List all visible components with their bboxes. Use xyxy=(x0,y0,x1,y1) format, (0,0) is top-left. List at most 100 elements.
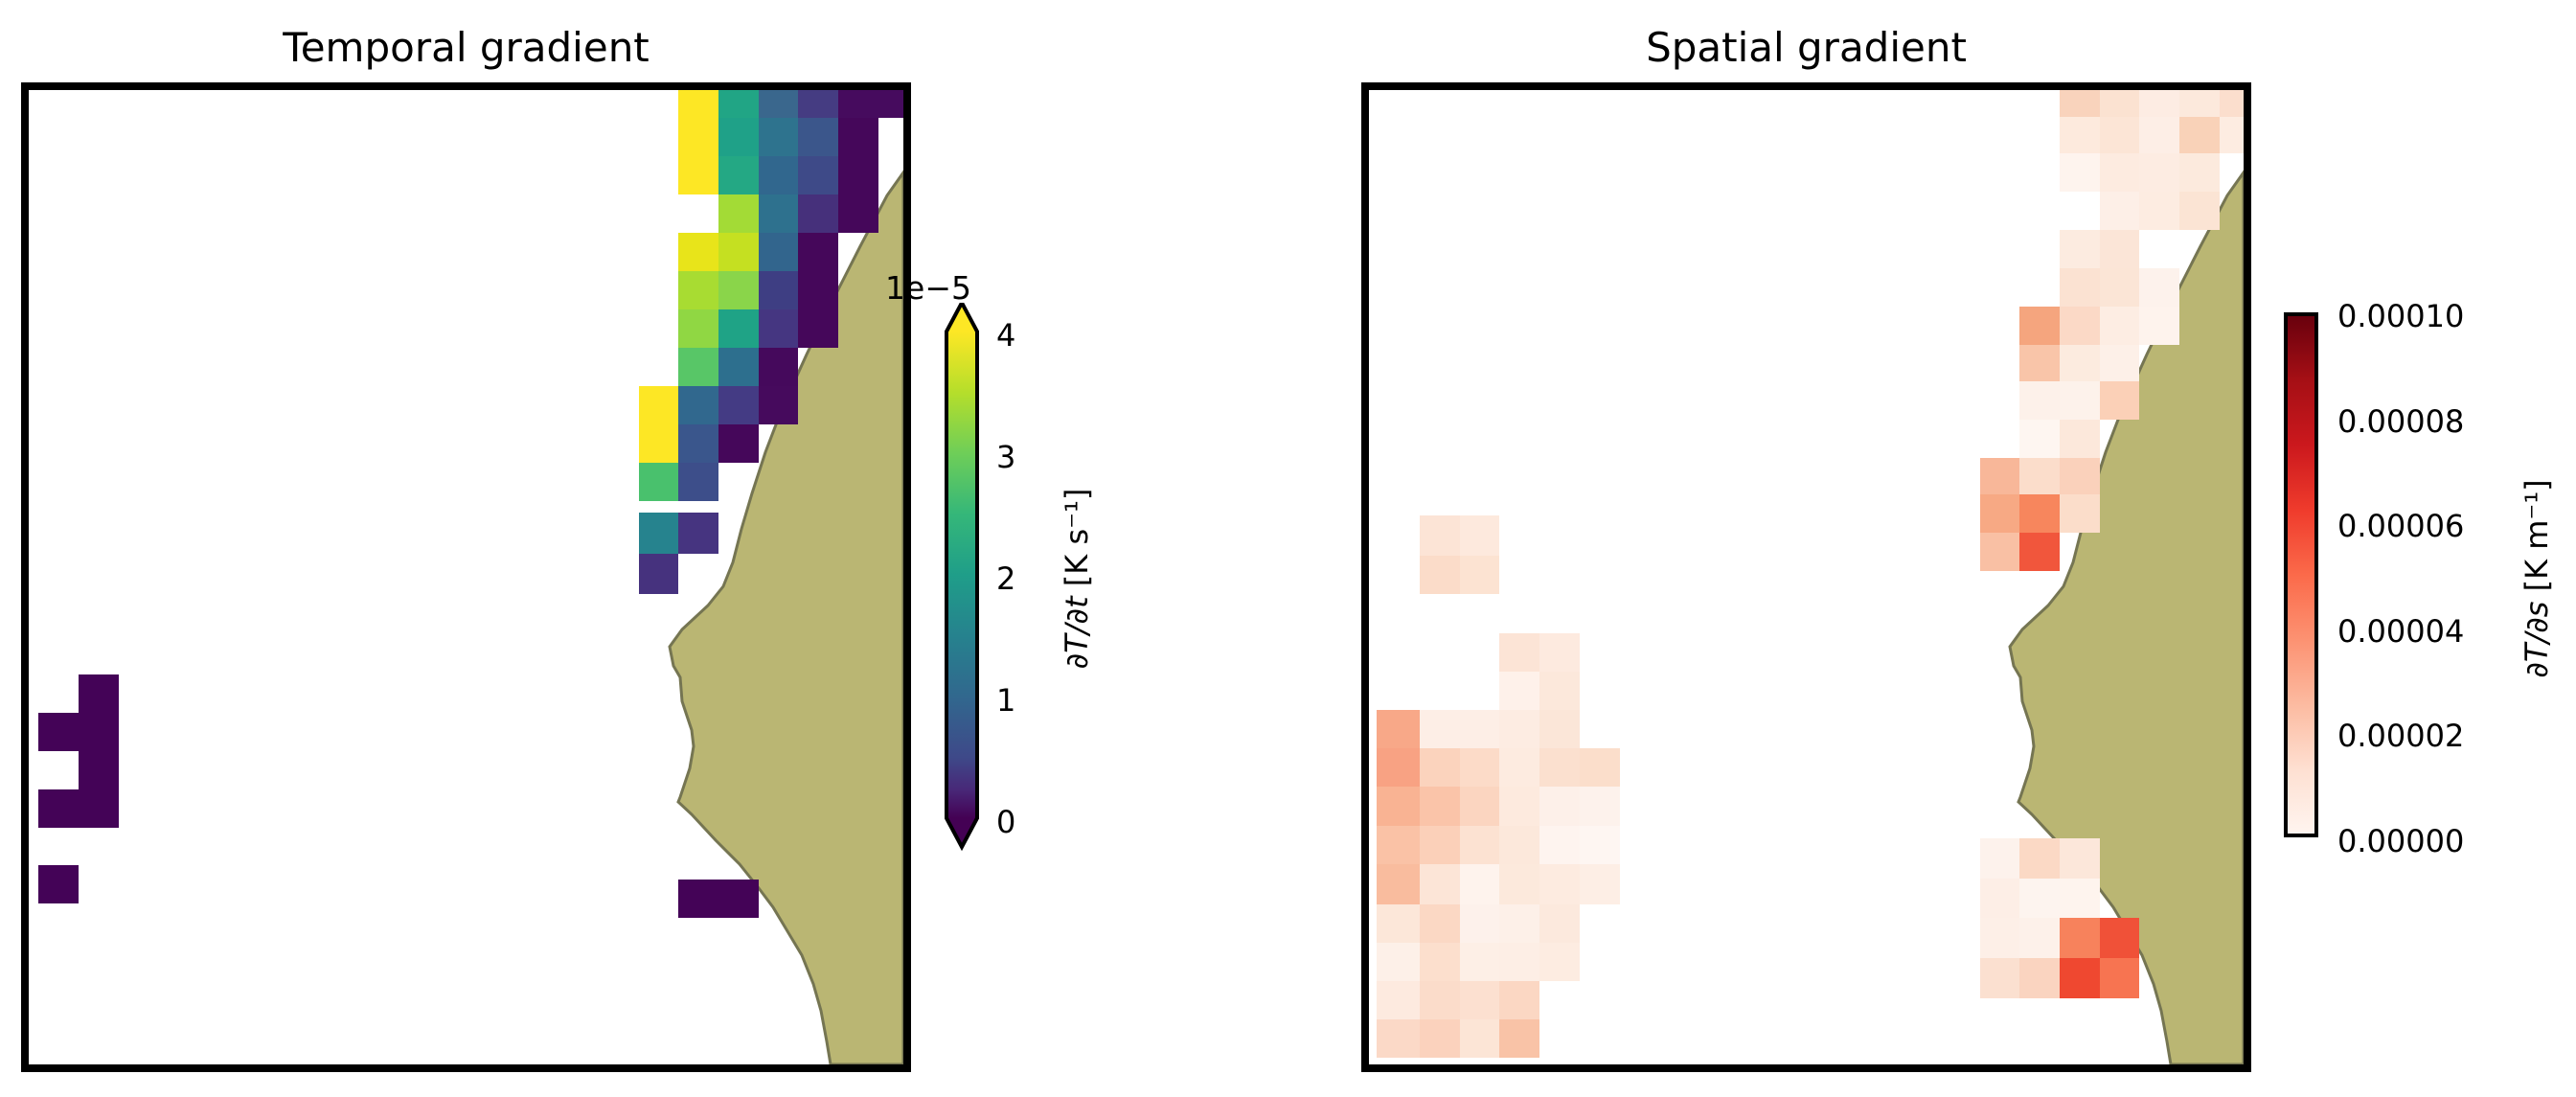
heatmap-cell xyxy=(1539,864,1580,904)
heatmap-cell xyxy=(1460,864,1499,904)
heatmap-cell xyxy=(1377,710,1420,748)
heatmap-cell xyxy=(1580,787,1620,826)
heatmap-cell xyxy=(38,865,79,903)
colorbar-tick-label: 1 xyxy=(996,682,1016,719)
heatmap-cell xyxy=(38,713,79,751)
heatmap-cell xyxy=(1499,633,1539,672)
heatmap-cell xyxy=(2019,345,2060,381)
heatmap-cell xyxy=(1420,1019,1460,1058)
heatmap-cell xyxy=(2060,381,2100,420)
colorbar-axis-label-spatial: ∂T/∂s [K m⁻¹] xyxy=(2516,339,2558,818)
heatmap-cell xyxy=(1420,748,1460,787)
heatmap-cell xyxy=(639,554,678,594)
heatmap-cell xyxy=(1420,787,1460,826)
heatmap-cell xyxy=(1377,943,1420,981)
heatmap-cell xyxy=(2019,958,2060,998)
heatmap-cell xyxy=(759,309,798,348)
heatmap-cell xyxy=(2060,117,2100,153)
colorbar-gradient xyxy=(2284,312,2318,837)
heatmap-cell xyxy=(1377,1019,1420,1058)
heatmap-cell xyxy=(2139,192,2179,230)
heatmap-cell xyxy=(2100,958,2139,998)
heatmap-cell xyxy=(678,424,718,463)
heatmap-cell xyxy=(718,348,759,386)
heatmap-cell xyxy=(1460,556,1499,594)
colorbar-tick-label: 0 xyxy=(996,804,1016,840)
heatmap-cell xyxy=(678,386,718,424)
heatmap-cell xyxy=(718,386,759,424)
heatmap-cell xyxy=(2100,381,2139,420)
heatmap-cell xyxy=(1499,981,1539,1019)
heatmap-cell xyxy=(718,118,759,156)
colorbar-tick-label: 3 xyxy=(996,439,1016,475)
colorbar-tick-label: 4 xyxy=(996,317,1016,354)
heatmap-cell xyxy=(678,309,718,348)
heatmap-cell xyxy=(718,194,759,233)
heatmap-cell xyxy=(1980,838,2019,879)
heatmap-cell xyxy=(798,194,838,233)
heatmap-cell xyxy=(1460,748,1499,787)
heatmap-cell xyxy=(79,674,119,713)
heatmap-cell xyxy=(1377,904,1420,943)
heatmap-cell xyxy=(1460,943,1499,981)
heatmap-cell xyxy=(2019,533,2060,571)
colorbar-tick-label: 0.00000 xyxy=(2337,823,2465,859)
heatmap-cell xyxy=(678,118,718,156)
heatmap-cell xyxy=(1539,710,1580,748)
colorbar-temporal xyxy=(945,303,979,852)
heatmap-cell xyxy=(1580,826,1620,864)
heatmap-cell xyxy=(1980,918,2019,958)
heatmap-cell xyxy=(718,880,759,918)
heatmap-panel-temporal xyxy=(21,82,911,1072)
heatmap-cell xyxy=(1377,826,1420,864)
colorbar-axis-label-temporal: ∂T/∂t [K s⁻¹] xyxy=(1056,339,1098,818)
heatmap-cell xyxy=(1420,981,1460,1019)
heatmap-cell xyxy=(1420,556,1460,594)
heatmap-cell xyxy=(1580,864,1620,904)
heatmap-cell xyxy=(2139,90,2179,117)
heatmap-cell xyxy=(2179,90,2220,117)
heatmap-cell xyxy=(1980,494,2019,533)
heatmap-cell xyxy=(1499,710,1539,748)
heatmap-cell xyxy=(1377,864,1420,904)
heatmap-cell xyxy=(2139,117,2179,153)
heatmap-cell xyxy=(678,271,718,309)
heatmap-cell xyxy=(2139,153,2179,192)
heatmap-cell xyxy=(38,789,79,828)
panel-title-spatial: Spatial gradient xyxy=(1646,24,1967,71)
heatmap-cell xyxy=(2139,307,2179,345)
coastline-map-temporal xyxy=(668,170,903,1064)
heatmap-cell xyxy=(2060,153,2100,192)
heatmap-cell xyxy=(1499,826,1539,864)
heatmap-cell xyxy=(759,386,798,424)
heatmap-cell xyxy=(678,880,718,918)
heatmap-cell xyxy=(2019,918,2060,958)
heatmap-cell xyxy=(2100,307,2139,345)
colorbar-tick-label: 0.00002 xyxy=(2337,718,2465,754)
heatmap-cell xyxy=(718,233,759,271)
heatmap-cell xyxy=(678,156,718,194)
heatmap-cell xyxy=(759,156,798,194)
heatmap-cell xyxy=(2100,230,2139,268)
heatmap-cell xyxy=(798,233,838,271)
colorbar-offset-label: 1e−5 xyxy=(885,269,971,307)
heatmap-cell xyxy=(1460,1019,1499,1058)
heatmap-cell xyxy=(1377,748,1420,787)
heatmap-cell xyxy=(639,386,678,424)
heatmap-cell xyxy=(838,156,878,194)
heatmap-cell xyxy=(2060,90,2100,117)
heatmap-cell xyxy=(1460,826,1499,864)
heatmap-cell xyxy=(639,463,678,501)
heatmap-cell xyxy=(759,118,798,156)
heatmap-cell xyxy=(1460,515,1499,556)
heatmap-cell xyxy=(838,118,878,156)
heatmap-cell xyxy=(2019,879,2060,918)
heatmap-cell xyxy=(678,348,718,386)
heatmap-cell xyxy=(2060,307,2100,345)
heatmap-cell xyxy=(1499,864,1539,904)
heatmap-cell xyxy=(2019,838,2060,879)
heatmap-cell xyxy=(1420,710,1460,748)
heatmap-cell xyxy=(678,90,718,118)
heatmap-cell xyxy=(678,513,718,554)
heatmap-cell xyxy=(1980,458,2019,494)
